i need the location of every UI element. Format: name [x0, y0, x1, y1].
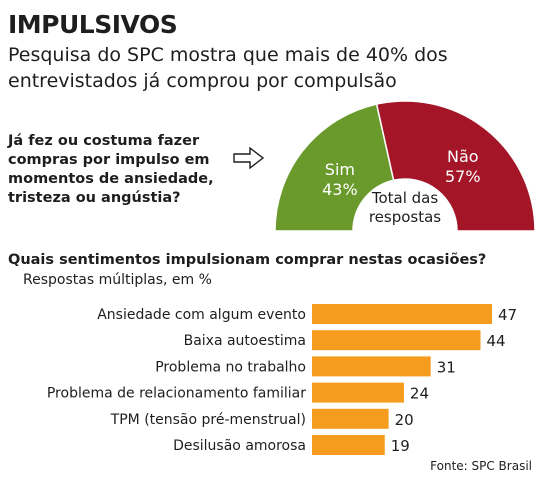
bar-question: Quais sentimentos impulsionam comprar ne… [8, 252, 487, 268]
bar-chart: Ansiedade com algum evento 47 Baixa autoes… [47, 304, 517, 455]
bar-value-label: 20 [395, 411, 414, 429]
arrow-right-icon [233, 146, 265, 170]
bar-category-label: Ansiedade com algum evento [97, 307, 306, 323]
bar [312, 408, 389, 429]
bar-category-label: Baixa autoestima [184, 333, 306, 349]
bar-category-label: Problema de relacionamento familiar [47, 386, 306, 402]
donut-question: Já fez ou costuma fazer compras por impu… [8, 133, 214, 206]
donut-slice-sim [275, 103, 395, 231]
bar-value-label: 44 [487, 332, 506, 350]
bar-value-label: 47 [498, 306, 517, 324]
chart-title: IMPULSIVOS [8, 10, 178, 39]
source-note: Fonte: SPC Brasil [430, 459, 532, 473]
donut-label-sim: Sim [325, 160, 355, 179]
donut-slice-não [375, 101, 535, 231]
bar [312, 304, 492, 324]
bar-category-label: TPM (tensão pré-menstrual) [110, 412, 306, 428]
donut-value-não: 57% [445, 167, 481, 186]
bar-value-label: 24 [410, 385, 429, 403]
bar-question-note: Respostas múltiplas, em % [23, 272, 212, 288]
bar-value-label: 19 [391, 437, 410, 455]
bar [312, 382, 404, 403]
chart-subtitle: Pesquisa do SPC mostra que mais de 40% d… [8, 44, 448, 92]
bar-category-label: Desilusão amorosa [173, 438, 306, 454]
donut-label-não: Não [447, 147, 479, 166]
bar-value-label: 31 [437, 358, 456, 376]
donut-value-sim: 43% [322, 180, 358, 199]
bar [312, 330, 481, 351]
bar [312, 435, 385, 455]
donut-center-label: Total das [371, 189, 439, 207]
bar-category-label: Problema no trabalho [155, 359, 306, 375]
bar [312, 356, 431, 377]
donut-center-label: respostas [369, 208, 441, 226]
